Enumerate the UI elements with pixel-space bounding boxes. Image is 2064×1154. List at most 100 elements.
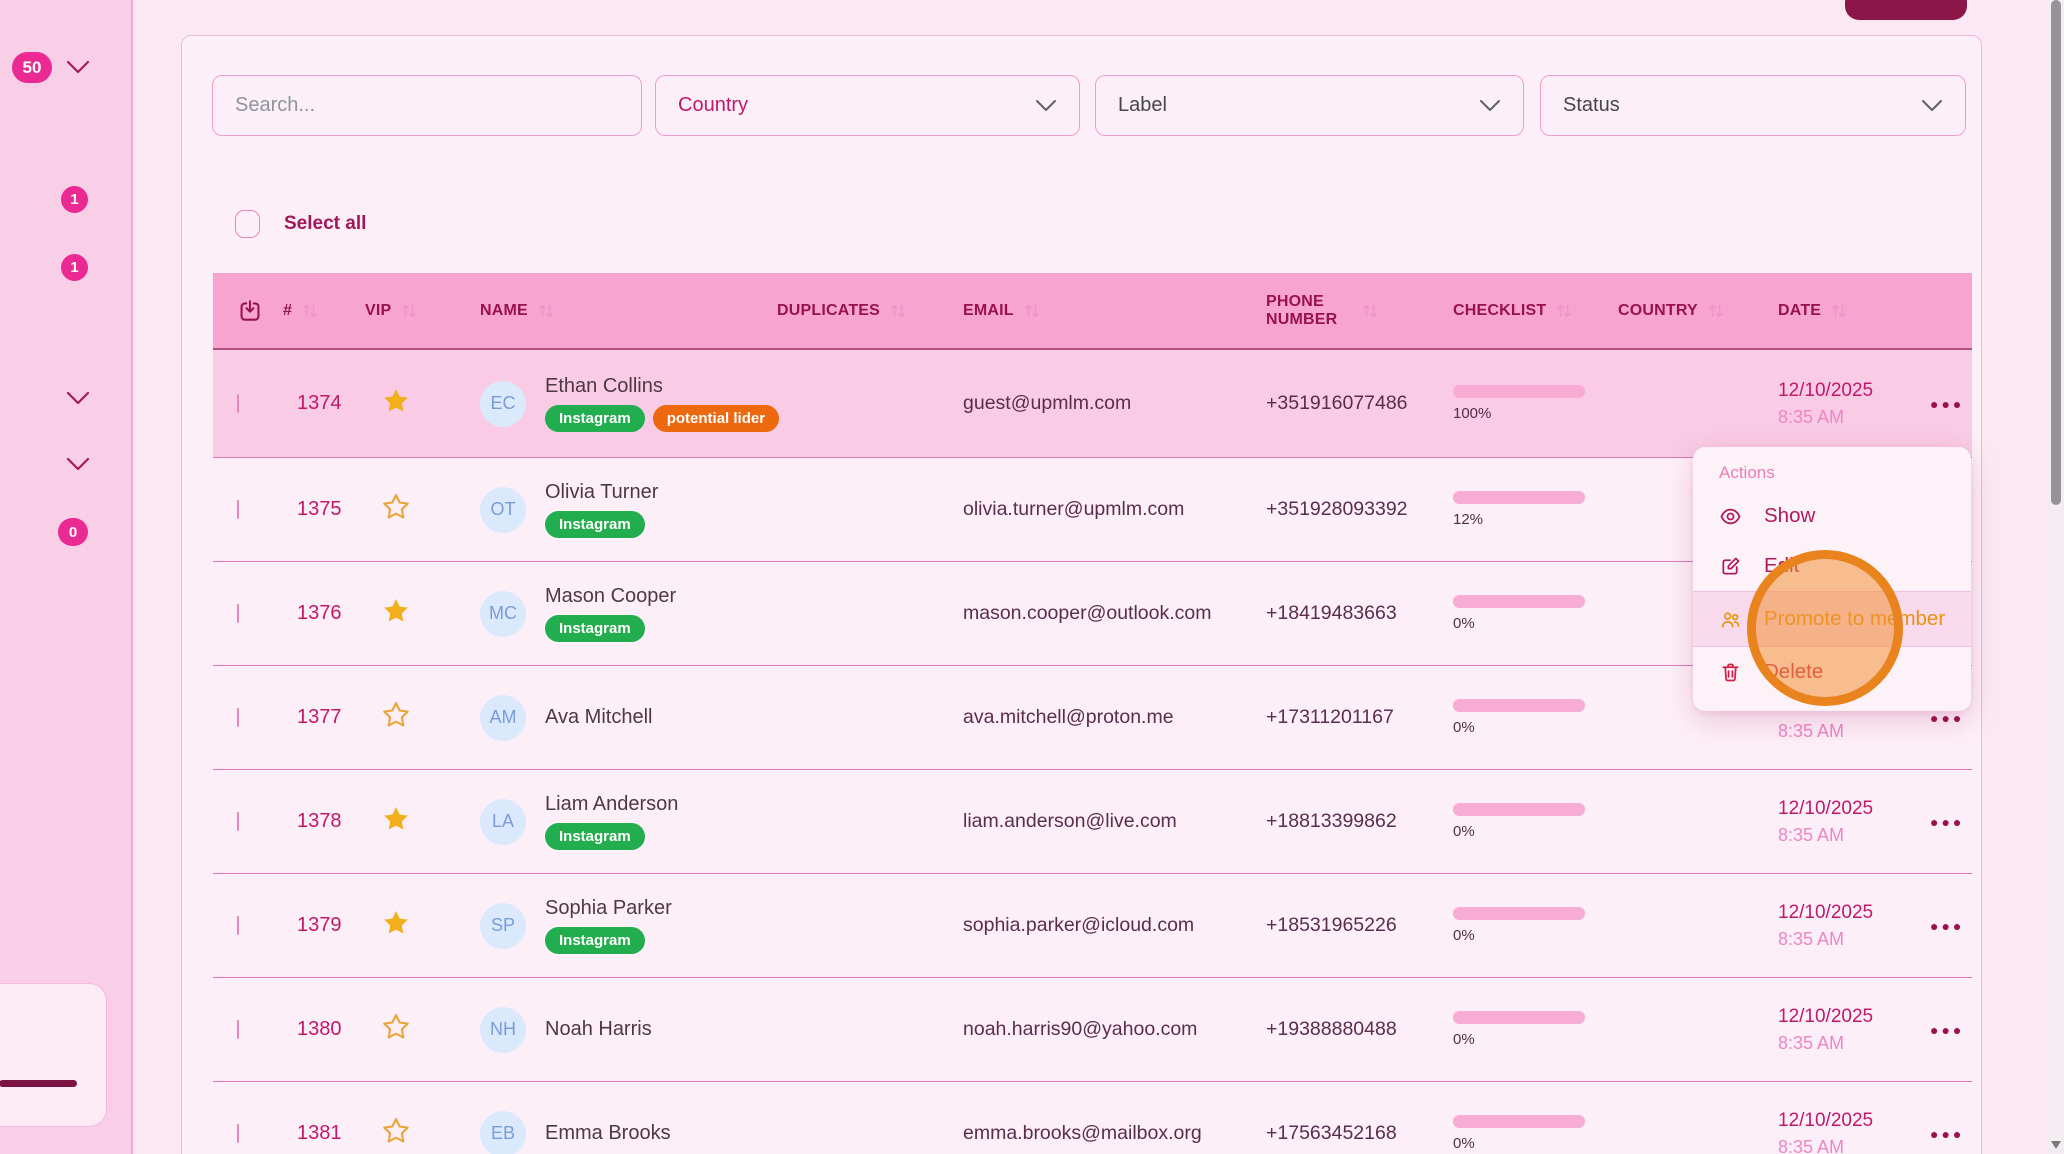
vip-star-icon[interactable]	[365, 386, 455, 421]
search-input[interactable]	[213, 94, 641, 117]
sort-icon[interactable]	[1706, 301, 1726, 321]
row-checkbox[interactable]	[237, 811, 239, 831]
table-row[interactable]: 1379 SP Sophia Parker Instagram sophia.p…	[213, 874, 1972, 978]
contact-name: Emma Brooks	[545, 1122, 671, 1144]
primary-action-button[interactable]	[1845, 0, 1967, 20]
col-header-vip[interactable]: VIP	[365, 301, 392, 319]
vip-star-icon[interactable]	[365, 492, 455, 527]
label-select[interactable]: Label	[1095, 75, 1524, 136]
vertical-scrollbar[interactable]	[2048, 0, 2064, 1154]
avatar: EB	[480, 1110, 526, 1154]
col-header-phone[interactable]: PHONE NUMBER	[1266, 292, 1338, 328]
row-checkbox[interactable]	[237, 499, 239, 519]
table-row[interactable]: 1380 NH Noah Harris noah.harris90@yahoo.…	[213, 978, 1972, 1082]
row-number: 1377	[297, 706, 342, 728]
row-number: 1379	[297, 914, 342, 936]
sort-icon[interactable]	[888, 301, 908, 321]
sort-icon[interactable]	[536, 301, 556, 321]
vip-star-icon[interactable]	[365, 804, 455, 839]
row-checkbox[interactable]	[237, 707, 239, 727]
tag-badge: Instagram	[545, 927, 645, 954]
chevron-down-icon[interactable]	[66, 60, 90, 74]
tag-badge: Instagram	[545, 615, 645, 642]
row-actions-menu-button[interactable]: ●●●	[1930, 709, 1965, 726]
vip-star-icon[interactable]	[365, 1012, 455, 1047]
sort-icon[interactable]	[399, 301, 419, 321]
tag-list: Instagram	[545, 615, 676, 642]
row-checkbox[interactable]	[237, 1123, 239, 1143]
email-cell: guest@upmlm.com	[963, 392, 1132, 414]
date-value: 12/10/2025	[1778, 1109, 1874, 1131]
edit-icon	[1719, 555, 1742, 578]
vip-star-icon[interactable]	[365, 700, 455, 735]
row-actions-menu-button[interactable]: ●●●	[1930, 813, 1965, 830]
tag-list: Instagram	[545, 511, 658, 538]
vip-star-icon[interactable]	[365, 596, 455, 631]
sidebar-notification-badge: 1	[61, 254, 88, 281]
sort-icon[interactable]	[300, 301, 320, 321]
context-menu-title: Actions	[1719, 463, 1775, 482]
country-select-label: Country	[678, 94, 749, 116]
vip-star-icon[interactable]	[365, 1116, 455, 1151]
select-all-checkbox[interactable]	[235, 210, 260, 238]
col-header-country[interactable]: COUNTRY	[1618, 301, 1698, 319]
row-checkbox[interactable]	[237, 1019, 239, 1039]
status-select-label: Status	[1563, 94, 1620, 116]
sort-icon[interactable]	[1554, 301, 1574, 321]
email-cell: noah.harris90@yahoo.com	[963, 1018, 1198, 1040]
row-actions-menu-button[interactable]: ●●●	[1930, 1021, 1965, 1038]
sort-icon[interactable]	[1360, 301, 1380, 321]
avatar: NH	[480, 1006, 526, 1053]
col-header-num[interactable]: #	[283, 301, 293, 319]
context-menu-item[interactable]: Show	[1693, 491, 1971, 541]
row-actions-menu-button[interactable]: ●●●	[1930, 917, 1965, 934]
chevron-down-icon[interactable]	[66, 457, 90, 471]
row-checkbox[interactable]	[237, 393, 239, 413]
scrollbar-thumb[interactable]	[2051, 0, 2061, 505]
checklist-cell: 0%	[1440, 1011, 1600, 1048]
col-header-name[interactable]: NAME	[480, 301, 528, 319]
export-icon[interactable]	[237, 298, 263, 324]
row-checkbox[interactable]	[237, 915, 239, 935]
col-header-email[interactable]: EMAIL	[963, 301, 1014, 319]
col-header-date[interactable]: DATE	[1778, 301, 1822, 319]
select-all-label: Select all	[284, 213, 367, 234]
avatar: EC	[480, 380, 526, 427]
sidebar-notification-badge: 1	[61, 186, 88, 213]
table-row[interactable]: 1377 AM Ava Mitchell ava.mitchell@proton…	[213, 666, 1972, 770]
email-cell: olivia.turner@upmlm.com	[963, 498, 1185, 520]
row-checkbox[interactable]	[237, 603, 239, 623]
sort-icon[interactable]	[1022, 301, 1042, 321]
vip-star-icon[interactable]	[365, 908, 455, 943]
select-all: Select all	[235, 210, 366, 238]
checklist-percent: 0%	[1453, 927, 1475, 944]
table-row[interactable]: 1378 LA Liam Anderson Instagram liam.and…	[213, 770, 1972, 874]
checklist-progressbar	[1453, 385, 1585, 398]
row-actions-menu-button[interactable]: ●●●	[1930, 395, 1965, 412]
checklist-percent: 0%	[1453, 823, 1475, 840]
label-select-label: Label	[1118, 94, 1167, 116]
table-header: # VIP NAME DUPLICATES EMAIL PHONE NUMBER…	[213, 273, 1972, 350]
time-value: 8:35 AM	[1778, 406, 1845, 427]
row-number: 1376	[297, 602, 342, 624]
search-field[interactable]	[212, 75, 642, 136]
country-select[interactable]: Country	[655, 75, 1080, 136]
sidebar-count-badge: 50	[12, 52, 52, 83]
row-actions-menu-button[interactable]: ●●●	[1930, 1125, 1965, 1142]
popover-progress-line	[0, 1080, 77, 1087]
phone-cell: +351928093392	[1266, 498, 1408, 520]
date-cell: 12/10/2025 8:35 AM	[1760, 902, 1910, 950]
tag-list: Instagram	[545, 927, 672, 954]
chevron-down-icon[interactable]	[66, 391, 90, 405]
table-row[interactable]: 1381 EB Emma Brooks emma.brooks@mailbox.…	[213, 1082, 1972, 1154]
checklist-cell: 0%	[1440, 595, 1600, 632]
checklist-progressbar	[1453, 1011, 1585, 1024]
col-header-duplicates[interactable]: DUPLICATES	[777, 301, 881, 319]
status-select[interactable]: Status	[1540, 75, 1966, 136]
scrollbar-down-arrow-icon[interactable]	[2051, 1141, 2061, 1149]
table-row[interactable]: 1374 EC Ethan Collins Instagram potential…	[213, 350, 1972, 458]
phone-cell: +17563452168	[1266, 1122, 1397, 1144]
avatar: MC	[480, 590, 526, 637]
sort-icon[interactable]	[1829, 301, 1849, 321]
col-header-checklist[interactable]: CHECKLIST	[1453, 301, 1547, 319]
